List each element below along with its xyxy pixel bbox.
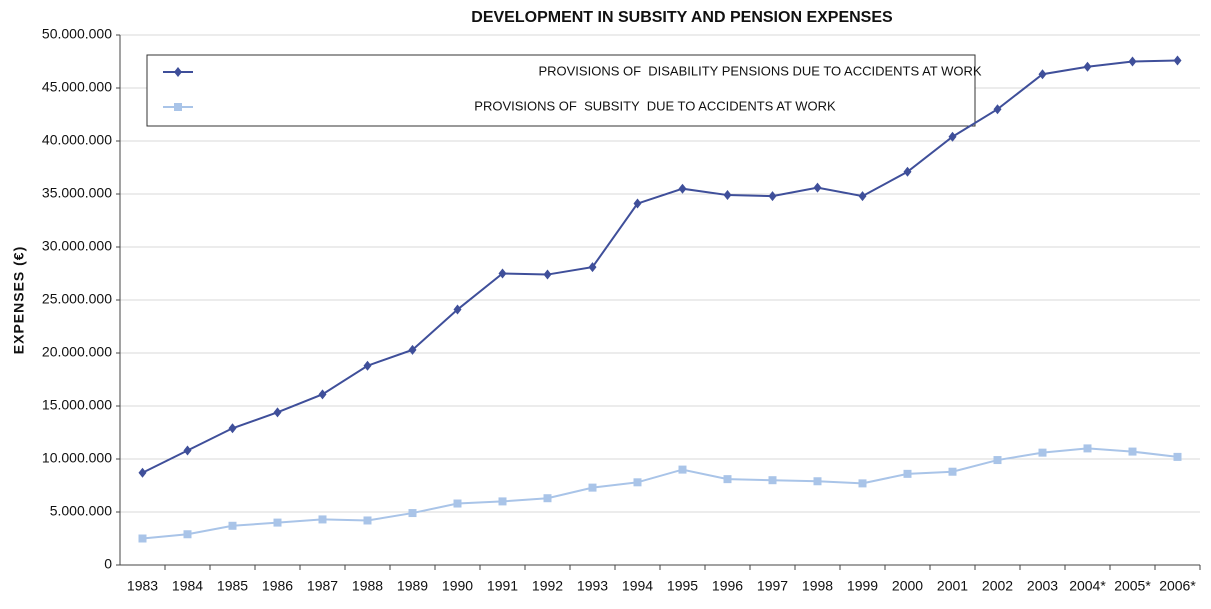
x-tick-label: 1986	[262, 578, 293, 594]
x-tick-label: 1998	[802, 578, 833, 594]
x-tick-label: 2004*	[1069, 578, 1106, 594]
data-point	[273, 518, 282, 527]
data-point	[1083, 61, 1092, 72]
data-point	[363, 516, 372, 525]
data-point	[273, 407, 282, 418]
x-tick-label: 1994	[622, 578, 653, 594]
data-point	[993, 104, 1002, 115]
x-tick-label: 1993	[577, 578, 608, 594]
x-tick-label: 1988	[352, 578, 383, 594]
data-point	[543, 269, 552, 280]
data-point	[858, 479, 867, 488]
x-tick-label: 2000	[892, 578, 923, 594]
x-tick-label: 1990	[442, 578, 473, 594]
data-point	[138, 467, 147, 478]
legend-marker	[174, 67, 182, 77]
data-point	[363, 360, 372, 371]
data-point	[183, 530, 192, 539]
x-tick-label: 2006*	[1159, 578, 1196, 594]
x-tick-label: 1992	[532, 578, 563, 594]
x-tick-label: 2005*	[1114, 578, 1151, 594]
legend-box	[146, 54, 976, 127]
data-point	[1173, 55, 1182, 66]
y-axis-label: EXPENSES (€)	[11, 246, 27, 354]
data-point	[903, 166, 912, 177]
data-point	[408, 509, 417, 518]
y-tick-label: 35.000.000	[42, 185, 112, 201]
x-tick-label: 1985	[217, 578, 248, 594]
data-point	[858, 191, 867, 202]
chart-title: DEVELOPMENT IN SUBSITY AND PENSION EXPEN…	[471, 9, 893, 26]
y-tick-label: 30.000.000	[42, 238, 112, 254]
data-point	[993, 456, 1002, 465]
data-point	[948, 131, 957, 142]
x-tick-label: 1997	[757, 578, 788, 594]
legend-marker	[174, 103, 182, 111]
y-tick-label: 50.000.000	[42, 26, 112, 42]
x-tick-label: 1987	[307, 578, 338, 594]
y-tick-label: 5.000.000	[50, 503, 112, 519]
y-tick-label: 45.000.000	[42, 79, 112, 95]
data-point	[498, 268, 507, 279]
data-point	[318, 515, 327, 524]
data-point	[453, 304, 462, 315]
data-point	[723, 475, 732, 484]
data-point	[228, 423, 237, 434]
data-point	[318, 389, 327, 400]
data-point	[183, 445, 192, 456]
x-tick-label: 2002	[982, 578, 1013, 594]
data-point	[543, 494, 552, 503]
x-tick-label: 1999	[847, 578, 878, 594]
series-line	[142, 447, 1178, 540]
data-point	[1083, 444, 1092, 453]
y-tick-label: 15.000.000	[42, 397, 112, 413]
data-point	[633, 198, 642, 209]
data-point	[768, 476, 777, 485]
data-point	[1038, 69, 1047, 80]
data-point	[813, 182, 822, 193]
series-line	[142, 59, 1178, 474]
x-tick-label: 2003	[1027, 578, 1058, 594]
y-tick-label: 0	[104, 556, 112, 572]
data-point	[903, 469, 912, 478]
x-tick-label: 1983	[127, 578, 158, 594]
data-point	[228, 521, 237, 530]
data-point	[1128, 56, 1137, 67]
legend-label: PROVISIONS OF DISABILITY PENSIONS DUE TO…	[538, 63, 981, 78]
data-point	[408, 344, 417, 355]
data-point	[723, 190, 732, 201]
x-tick-label: 1984	[172, 578, 203, 594]
data-point	[678, 183, 687, 194]
data-point	[498, 497, 507, 506]
data-point	[1038, 448, 1047, 457]
x-tick-label: 1989	[397, 578, 428, 594]
y-tick-label: 25.000.000	[42, 291, 112, 307]
data-point	[588, 262, 597, 273]
y-tick-label: 40.000.000	[42, 132, 112, 148]
x-tick-label: 1991	[487, 578, 518, 594]
legend-label: PROVISIONS OF SUBSITY DUE TO ACCIDENTS A…	[474, 98, 836, 113]
data-point	[138, 534, 147, 543]
data-point	[678, 465, 687, 474]
x-tick-label: 1996	[712, 578, 743, 594]
data-point	[1128, 447, 1137, 456]
data-point	[813, 477, 822, 486]
data-point	[1173, 452, 1182, 461]
x-tick-label: 2001	[937, 578, 968, 594]
data-point	[453, 499, 462, 508]
y-tick-label: 10.000.000	[42, 450, 112, 466]
data-point	[633, 478, 642, 487]
data-point	[588, 483, 597, 492]
y-tick-label: 20.000.000	[42, 344, 112, 360]
data-point	[948, 467, 957, 476]
x-tick-label: 1995	[667, 578, 698, 594]
data-point	[768, 191, 777, 202]
